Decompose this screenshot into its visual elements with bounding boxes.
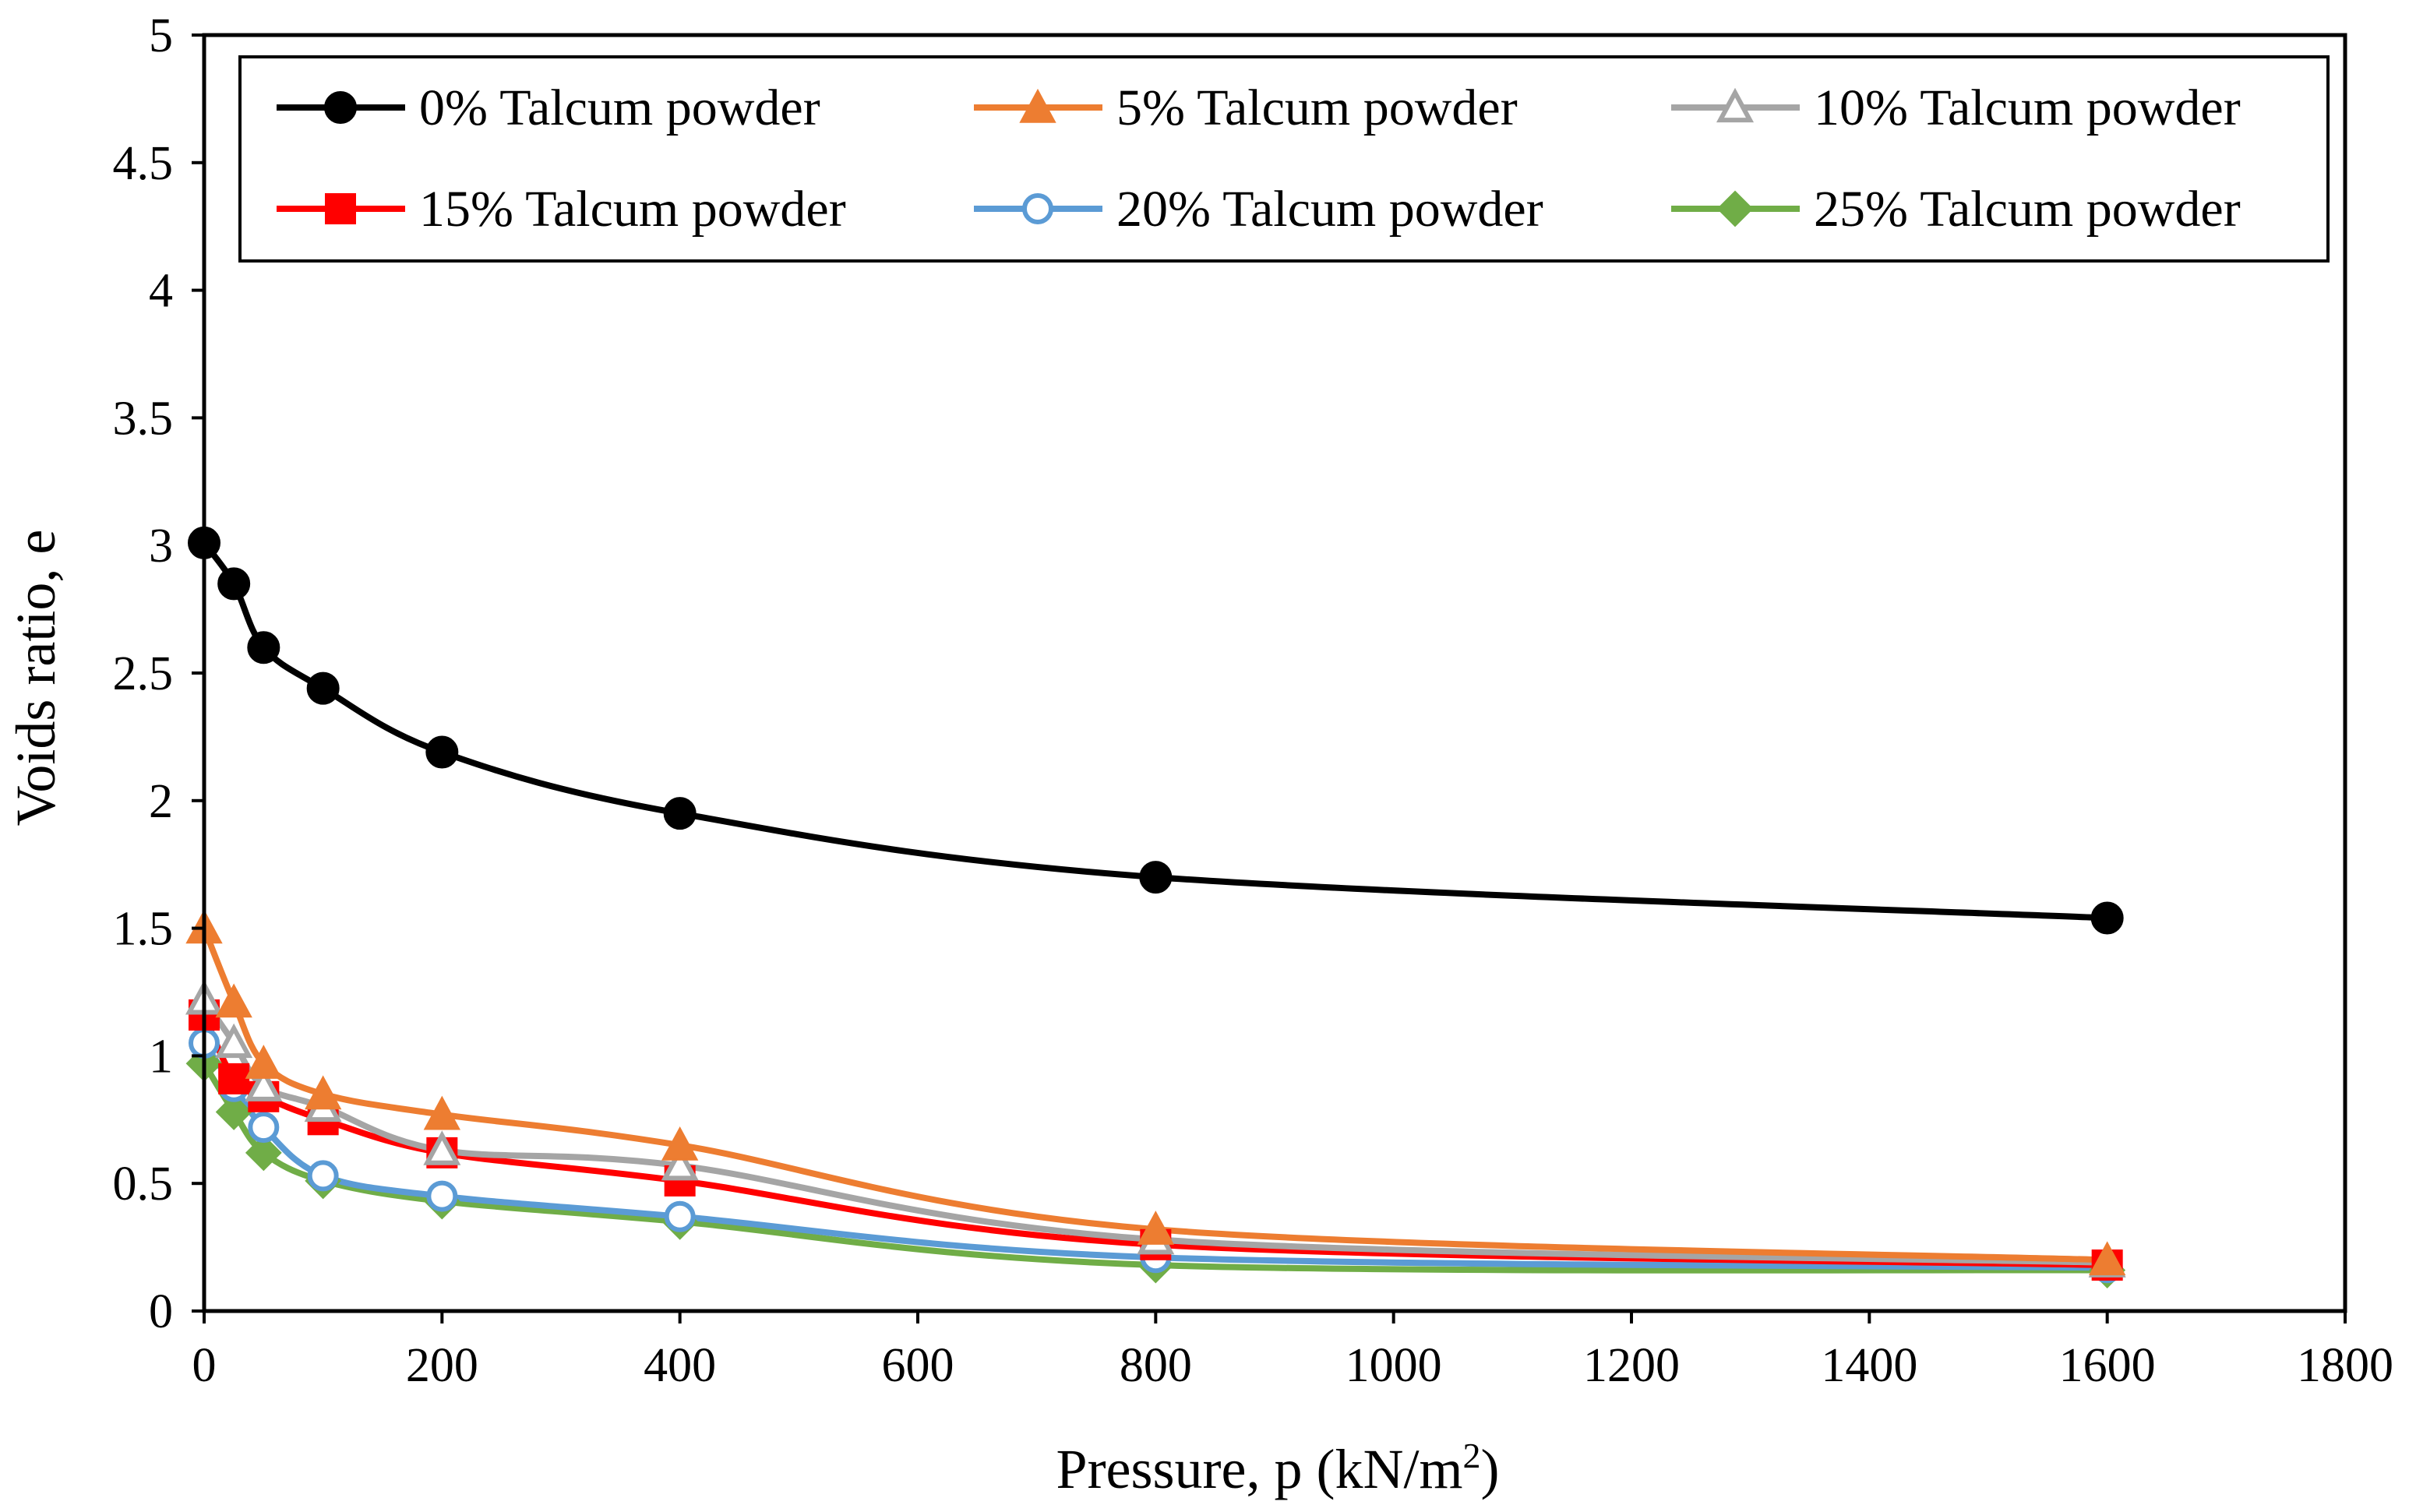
- x-axis-title-main: Pressure, p (kN/m: [1056, 1438, 1463, 1500]
- data-point-series-1: [423, 1095, 461, 1130]
- y-axis-ticks: 0 0.5 1 1.5 2 2.5 3 3.5 4 4.5 5: [113, 9, 204, 1338]
- legend: 0% Talcum powder 5% Talcum powder 10% Talc…: [238, 55, 2330, 263]
- x-axis-title-superscript: 2: [1462, 1436, 1480, 1475]
- data-point-series-1: [661, 1126, 699, 1161]
- y-tick-label: 2.5: [113, 647, 174, 700]
- x-tick-label: 200: [406, 1339, 478, 1392]
- legend-box: [238, 55, 2330, 263]
- data-point-series-0: [247, 631, 280, 664]
- x-axis-title: Pressure, p (kN/m2): [1056, 1436, 1500, 1500]
- y-tick-label: 4.5: [113, 137, 174, 190]
- legend-marker: [1019, 88, 1056, 123]
- x-tick-label: 1000: [1346, 1339, 1442, 1392]
- legend-label: 20% Talcum powder: [1116, 181, 1543, 238]
- legend-label: 5% Talcum powder: [1116, 79, 1518, 136]
- data-point-series-3: [218, 1063, 250, 1094]
- legend-marker: [1716, 190, 1754, 227]
- x-tick-label: 1200: [1583, 1339, 1680, 1392]
- y-tick-label: 4: [149, 265, 173, 318]
- legend-item: 10% Talcum powder: [1671, 79, 2241, 136]
- legend-item: 25% Talcum powder: [1671, 181, 2241, 238]
- y-tick-label: 0.5: [113, 1158, 174, 1211]
- data-point-series-4: [664, 1200, 696, 1232]
- y-tick-label: 3: [149, 520, 173, 573]
- x-axis-ticks: 0 200 400 600 800 1000 1200 1400 1600 1800: [192, 1311, 2393, 1392]
- x-axis-title-end: ): [1480, 1438, 1499, 1500]
- x-tick-label: 1400: [1821, 1339, 1917, 1392]
- legend-item: 15% Talcum powder: [277, 181, 846, 238]
- legend-item: 0% Talcum powder: [277, 79, 820, 136]
- x-tick-label: 0: [192, 1339, 217, 1392]
- x-tick-label: 1600: [2059, 1339, 2156, 1392]
- data-point-series-4: [307, 1160, 339, 1192]
- data-point-series-2: [215, 1023, 253, 1059]
- data-point-series-0: [2090, 901, 2124, 935]
- x-tick-label: 800: [1120, 1339, 1192, 1392]
- y-tick-label: 5: [149, 9, 173, 62]
- data-point-series-2: [661, 1145, 699, 1181]
- data-point-series-0: [663, 797, 697, 830]
- legend-marker: [325, 193, 356, 224]
- legend-label: 0% Talcum powder: [419, 79, 820, 136]
- legend-label: 25% Talcum powder: [1814, 181, 2241, 238]
- legend-item: 20% Talcum powder: [974, 181, 1543, 238]
- data-point-series-1: [2088, 1241, 2126, 1276]
- legend-marker: [324, 91, 357, 124]
- marker-layer: [185, 526, 2126, 1288]
- x-tick-label: 1800: [2297, 1339, 2393, 1392]
- data-point-series-0: [1139, 861, 1173, 894]
- data-point-series-5: [215, 1094, 252, 1130]
- data-point-series-0: [306, 671, 340, 705]
- data-point-series-1: [215, 983, 252, 1018]
- legend-item: 5% Talcum powder: [974, 79, 1518, 136]
- legend-items: 0% Talcum powder 5% Talcum powder 10% Talc…: [277, 79, 2241, 238]
- legend-label: 10% Talcum powder: [1814, 79, 2241, 136]
- data-point-series-0: [217, 567, 251, 601]
- data-point-series-2: [423, 1130, 461, 1165]
- y-tick-label: 1: [149, 1030, 173, 1083]
- y-tick-label: 1.5: [113, 903, 174, 956]
- data-point-series-1: [1137, 1211, 1175, 1245]
- data-point-series-4: [248, 1112, 280, 1144]
- legend-marker: [1022, 193, 1053, 224]
- data-point-series-1: [304, 1075, 342, 1110]
- data-point-series-4: [426, 1180, 458, 1212]
- y-tick-label: 0: [149, 1285, 173, 1338]
- legend-label: 15% Talcum powder: [419, 181, 846, 238]
- data-point-series-0: [425, 735, 459, 769]
- x-tick-label: 400: [644, 1339, 716, 1392]
- data-point-series-1: [245, 1045, 283, 1079]
- legend-marker: [1716, 87, 1755, 123]
- y-tick-label: 3.5: [113, 392, 174, 445]
- data-point-series-5: [245, 1134, 282, 1172]
- y-axis-title: Voids ratio, e: [5, 530, 67, 826]
- y-tick-label: 2: [149, 775, 173, 828]
- x-tick-label: 600: [882, 1339, 954, 1392]
- data-point-series-2: [245, 1066, 283, 1101]
